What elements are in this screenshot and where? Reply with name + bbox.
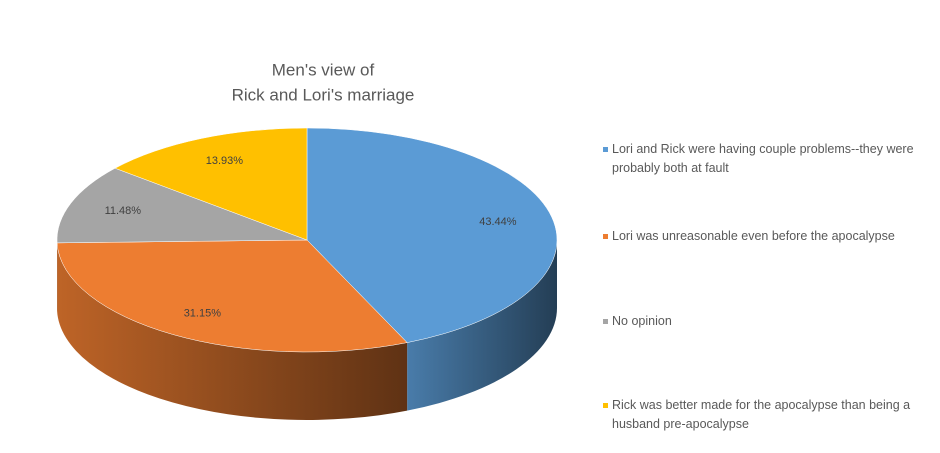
labels: 43.44% 31.15% 11.48% 13.93% (105, 155, 517, 320)
sides (57, 240, 557, 420)
slice (56, 167, 308, 244)
chart-title: Men's view of (272, 60, 375, 79)
slice (114, 127, 308, 241)
data-label: 11.48% (105, 205, 142, 217)
data-label: 31.15% (184, 308, 222, 320)
legend-marker (603, 234, 608, 239)
tops (56, 127, 558, 353)
chart-title: Rick and Lori's marriage (232, 85, 415, 104)
slice (56, 239, 408, 353)
legend-label: Rick was better made for the apocalypse … (612, 398, 911, 431)
data-label: 13.93% (206, 155, 244, 167)
legend-item: No opinion (603, 312, 933, 331)
slice-side (57, 242, 408, 420)
slice (306, 127, 558, 343)
legend-item: Lori and Rick were having couple problem… (603, 140, 933, 178)
legend-label: No opinion (612, 314, 672, 328)
legend-label: Lori and Rick were having couple problem… (612, 142, 914, 175)
legend-marker (603, 403, 608, 408)
legend-marker (603, 319, 608, 324)
legend-item: Rick was better made for the apocalypse … (603, 396, 933, 434)
slice-side (407, 240, 557, 411)
data-label: 43.44% (479, 216, 517, 228)
legend-marker (603, 147, 608, 152)
legend-label: Lori was unreasonable even before the ap… (612, 229, 895, 243)
legend-item: Lori was unreasonable even before the ap… (603, 227, 933, 246)
